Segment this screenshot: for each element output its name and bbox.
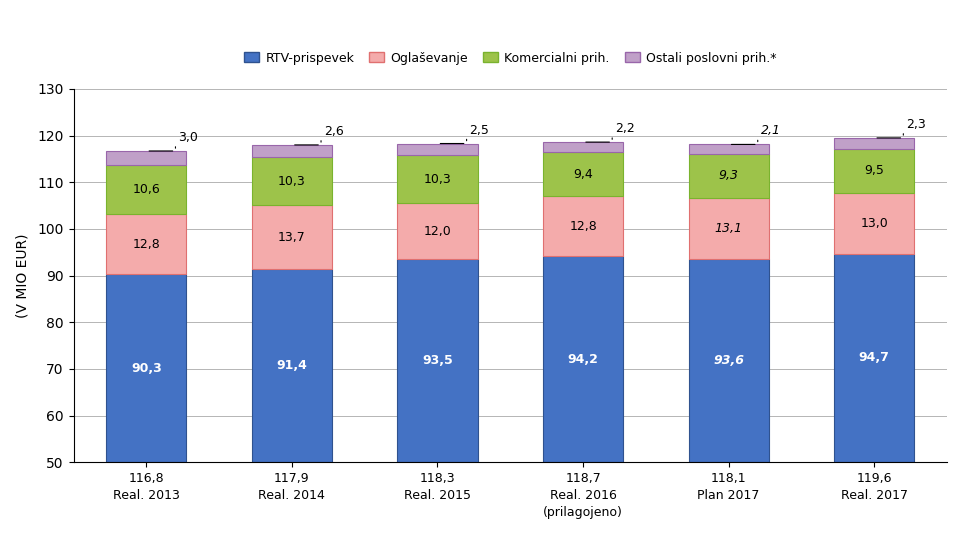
Bar [252, 157, 332, 205]
Text: 12,0: 12,0 [423, 225, 451, 238]
Bar [252, 269, 332, 462]
Text: 2,5: 2,5 [469, 123, 489, 137]
Text: 93,5: 93,5 [422, 354, 453, 367]
Text: 93,6: 93,6 [712, 354, 744, 367]
Text: 90,3: 90,3 [131, 362, 161, 375]
Bar [688, 144, 768, 154]
Text: 94,7: 94,7 [858, 351, 889, 365]
Bar [833, 148, 913, 193]
Text: 13,1: 13,1 [714, 222, 742, 235]
Bar [107, 151, 186, 165]
Bar [397, 144, 477, 155]
Bar [107, 215, 186, 274]
Bar [833, 254, 913, 462]
Text: 12,8: 12,8 [133, 238, 160, 251]
Bar [688, 154, 768, 198]
Text: 2,2: 2,2 [614, 122, 634, 135]
Text: 10,6: 10,6 [133, 183, 160, 196]
Text: 9,3: 9,3 [718, 169, 738, 183]
Text: 12,8: 12,8 [569, 219, 597, 233]
Text: 2,3: 2,3 [905, 118, 925, 131]
Bar [542, 197, 623, 256]
Legend: RTV-prispevek, Oglaševanje, Komercialni prih., Ostali poslovni prih.*: RTV-prispevek, Oglaševanje, Komercialni … [239, 46, 780, 69]
Text: 10,3: 10,3 [423, 172, 451, 186]
Text: 13,0: 13,0 [859, 217, 887, 230]
Bar [397, 155, 477, 203]
Bar [542, 256, 623, 462]
Bar [107, 274, 186, 462]
Text: 3,0: 3,0 [178, 131, 198, 144]
Text: 2,6: 2,6 [324, 125, 343, 138]
Bar [252, 205, 332, 269]
Bar [833, 193, 913, 254]
Text: 9,5: 9,5 [863, 164, 883, 177]
Text: 94,2: 94,2 [567, 352, 598, 366]
Text: 13,7: 13,7 [278, 231, 306, 244]
Bar [542, 152, 623, 197]
Bar [688, 259, 768, 462]
Bar [397, 203, 477, 259]
Y-axis label: (V MIO EUR): (V MIO EUR) [15, 233, 29, 318]
Text: 10,3: 10,3 [278, 175, 306, 187]
Bar [688, 198, 768, 259]
Bar [542, 142, 623, 152]
Text: 2,1: 2,1 [760, 124, 780, 137]
Bar [833, 138, 913, 148]
Bar [252, 145, 332, 157]
Text: 91,4: 91,4 [276, 359, 307, 372]
Text: 9,4: 9,4 [573, 168, 592, 181]
Bar [397, 259, 477, 462]
Bar [107, 165, 186, 215]
